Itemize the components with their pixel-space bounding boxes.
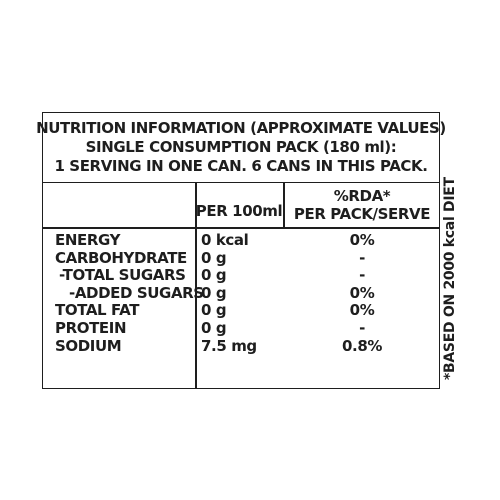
nutrient-rda: 0% xyxy=(349,283,375,302)
header-rda-line-1: %RDA* xyxy=(333,187,391,205)
nutrient-rda: - xyxy=(359,248,365,267)
nutrient-name: SODIUM xyxy=(55,336,122,355)
nutrient-row-total-sugars: -TOTAL SUGARS 0 g - xyxy=(43,267,439,285)
nutrient-row-total-fat: TOTAL FAT 0 g 0% xyxy=(43,302,439,320)
nutrient-per-100: 0 g xyxy=(201,283,227,302)
nutrient-per-100: 0 kcal xyxy=(201,231,249,249)
nutrient-name: TOTAL FAT xyxy=(55,301,140,320)
nutrient-rda: 0% xyxy=(349,231,375,249)
nutrient-row-sodium: SODIUM 7.5 mg 0.8% xyxy=(43,336,439,356)
nutrition-title: NUTRITION INFORMATION (APPROXIMATE VALUE… xyxy=(36,113,446,183)
nutrient-rda: - xyxy=(359,318,365,337)
nutrient-per-100: 0 g xyxy=(201,318,227,337)
rda-footnote: *BASED ON 2000 kcal DIET xyxy=(442,177,458,380)
header-divider xyxy=(43,227,439,229)
nutrient-per-100: 0 g xyxy=(201,248,227,267)
nutrient-row-protein: PROTEIN 0 g - xyxy=(43,318,439,338)
header-per-100ml: PER 100ml xyxy=(195,202,283,220)
nutrient-row-added-sugars: -ADDED SUGARS 0 g 0% xyxy=(43,283,439,303)
nutrient-name: -ADDED SUGARS xyxy=(69,283,204,302)
nutrient-name: ENERGY xyxy=(55,231,121,249)
nutrient-name: PROTEIN xyxy=(55,318,127,337)
header-rda: %RDA* PER PACK/SERVE xyxy=(283,187,441,223)
header-rda-line-2: PER PACK/SERVE xyxy=(293,205,431,223)
nutrient-rda: 0.8% xyxy=(341,336,382,355)
nutrient-row-carbohydrate: CARBOHYDRATE 0 g - xyxy=(43,248,439,268)
nutrition-panel: NUTRITION INFORMATION (APPROXIMATE VALUE… xyxy=(36,112,446,389)
nutrient-per-100: 7.5 mg xyxy=(201,336,257,355)
title-line-2: SINGLE CONSUMPTION PACK (180 ml): xyxy=(85,138,397,156)
title-line-1: NUTRITION INFORMATION (APPROXIMATE VALUE… xyxy=(36,119,446,137)
title-line-3: 1 SERVING IN ONE CAN. 6 CANS IN THIS PAC… xyxy=(54,157,428,175)
nutrient-rda: - xyxy=(359,266,365,285)
nutrient-row-energy: ENERGY 0 kcal 0% xyxy=(43,232,439,250)
nutrient-rda: 0% xyxy=(349,301,375,320)
column-divider-left xyxy=(195,183,197,388)
column-divider-right xyxy=(283,183,285,228)
nutrient-per-100: 0 g xyxy=(201,266,227,285)
nutrient-name: -TOTAL SUGARS xyxy=(59,266,186,285)
nutrient-rows: ENERGY 0 kcal 0% CARBOHYDRATE 0 g - -TOT… xyxy=(43,232,439,355)
nutrient-name: CARBOHYDRATE xyxy=(55,248,187,267)
nutrient-per-100: 0 g xyxy=(201,301,227,320)
